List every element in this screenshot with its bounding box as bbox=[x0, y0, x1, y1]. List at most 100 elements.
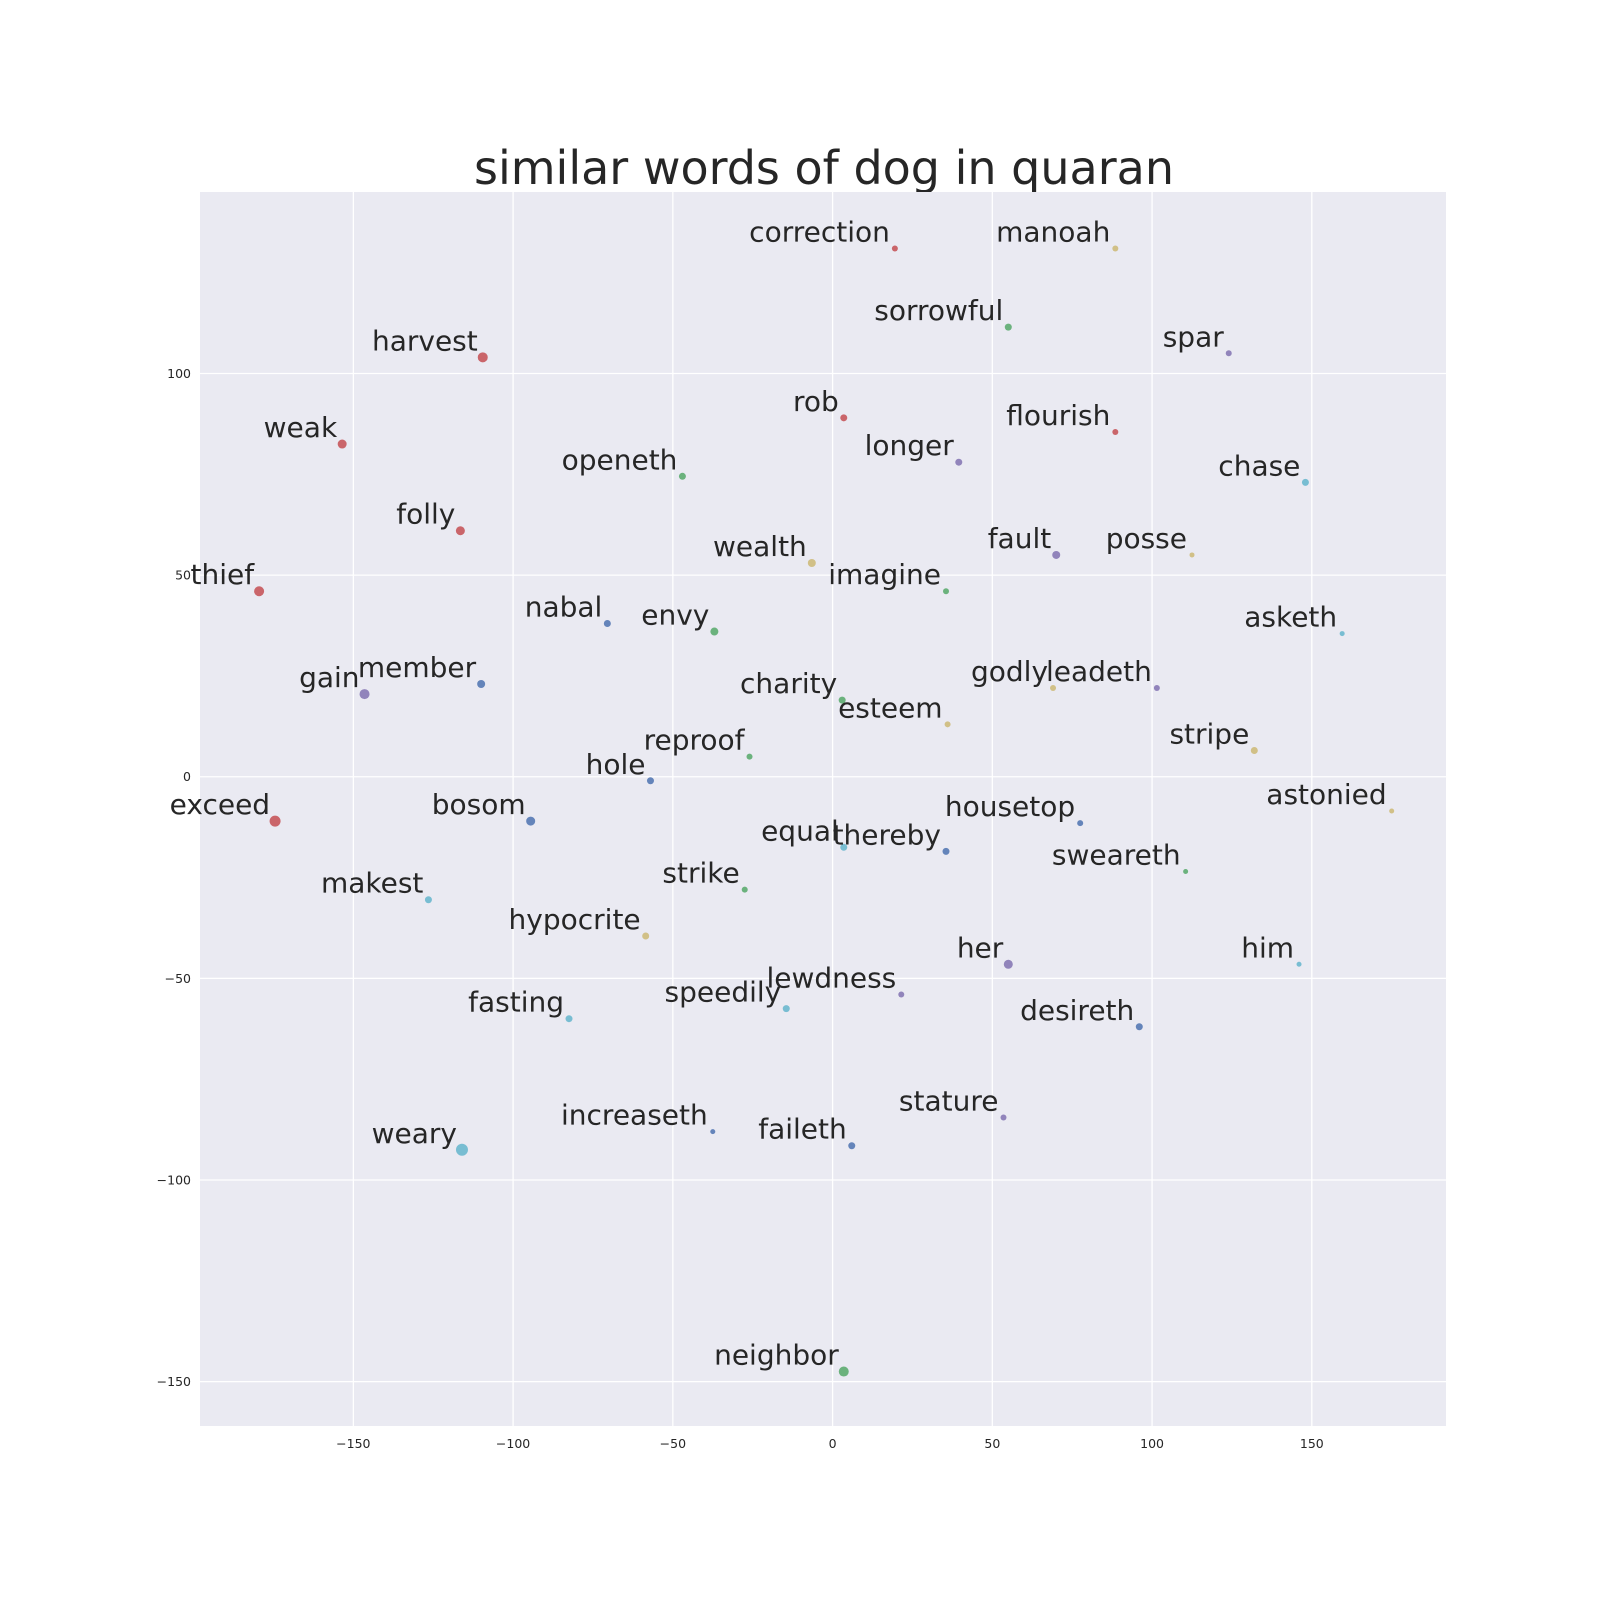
data-point bbox=[1296, 961, 1302, 967]
data-point bbox=[1339, 631, 1345, 637]
y-tick-label: 0 bbox=[183, 769, 191, 784]
data-point bbox=[477, 352, 488, 363]
data-point bbox=[1050, 685, 1057, 692]
y-tick-label: −50 bbox=[165, 971, 191, 986]
data-point bbox=[1112, 428, 1119, 435]
x-tick-label: 100 bbox=[1140, 1436, 1164, 1451]
data-point bbox=[359, 689, 370, 700]
data-point bbox=[1250, 747, 1258, 755]
grid-lines bbox=[200, 192, 1446, 1426]
data-point bbox=[269, 815, 281, 827]
point-label: chase bbox=[1218, 449, 1300, 482]
point-label: rob bbox=[793, 385, 839, 418]
point-label: member bbox=[358, 651, 477, 684]
data-point bbox=[838, 1366, 849, 1377]
y-tick-label: −100 bbox=[157, 1173, 191, 1188]
point-label: asketh bbox=[1244, 601, 1337, 634]
data-point bbox=[424, 896, 432, 904]
point-label: godly bbox=[971, 655, 1048, 688]
data-point bbox=[898, 991, 905, 998]
point-label: speedily bbox=[665, 976, 782, 1009]
point-label: posse bbox=[1106, 522, 1187, 555]
data-point bbox=[1301, 478, 1309, 486]
point-label: openeth bbox=[562, 443, 678, 476]
data-point bbox=[477, 679, 486, 688]
data-point bbox=[807, 559, 816, 568]
point-label: her bbox=[957, 931, 1004, 964]
x-axis-ticks: −150 −100 −50 0 50 100 150 bbox=[336, 1436, 1324, 1451]
x-tick-label: 150 bbox=[1300, 1436, 1324, 1451]
data-point bbox=[455, 526, 465, 536]
chart-title: similar words of dog in quaran bbox=[474, 141, 1174, 195]
data-point bbox=[1052, 550, 1061, 559]
data-point bbox=[1112, 245, 1119, 252]
point-label: folly bbox=[396, 498, 455, 531]
data-point bbox=[1000, 1114, 1007, 1121]
data-point bbox=[1153, 685, 1160, 692]
point-label: thereby bbox=[833, 818, 941, 851]
y-tick-label: 50 bbox=[175, 568, 191, 583]
y-tick-label: 100 bbox=[167, 366, 191, 381]
point-label: desireth bbox=[1020, 994, 1134, 1027]
point-label: housetop bbox=[945, 790, 1075, 823]
data-point bbox=[848, 1142, 856, 1150]
point-label: leadeth bbox=[1046, 655, 1152, 688]
x-tick-label: 50 bbox=[984, 1436, 1000, 1451]
point-label: strike bbox=[662, 857, 739, 890]
data-point bbox=[741, 886, 748, 893]
data-point bbox=[642, 932, 650, 940]
data-point bbox=[565, 1015, 573, 1023]
x-tick-label: −100 bbox=[496, 1436, 530, 1451]
data-point bbox=[955, 458, 963, 466]
data-point bbox=[603, 619, 611, 627]
plot-area bbox=[200, 192, 1446, 1426]
point-label: imagine bbox=[828, 558, 941, 591]
point-label: gain bbox=[299, 661, 359, 694]
point-label: stripe bbox=[1169, 718, 1249, 751]
data-point bbox=[710, 1129, 716, 1135]
point-label: thief bbox=[191, 558, 256, 591]
point-label: esteem bbox=[838, 691, 943, 724]
point-label: longer bbox=[865, 429, 955, 462]
data-point bbox=[1003, 959, 1013, 969]
point-label: weary bbox=[372, 1117, 457, 1150]
data-point bbox=[942, 847, 950, 855]
data-point bbox=[526, 816, 536, 826]
point-label: exceed bbox=[170, 788, 270, 821]
point-label: stature bbox=[899, 1085, 999, 1118]
data-point bbox=[455, 1143, 468, 1156]
x-tick-label: −50 bbox=[660, 1436, 686, 1451]
data-point bbox=[746, 753, 753, 760]
y-axis-ticks: 100 50 0 −50 −100 −150 bbox=[157, 366, 191, 1389]
word-labels: correction manoah sorrowful spar harvest rob f… bbox=[170, 215, 1387, 1371]
point-label: flourish bbox=[1006, 399, 1110, 432]
point-label: increaseth bbox=[561, 1099, 708, 1132]
data-point bbox=[1225, 350, 1232, 357]
point-label: fasting bbox=[468, 986, 564, 1019]
data-point bbox=[1077, 820, 1084, 827]
data-point bbox=[254, 586, 265, 597]
point-label: harvest bbox=[372, 324, 478, 357]
y-tick-label: −150 bbox=[157, 1374, 191, 1389]
point-label: charity bbox=[740, 667, 837, 700]
point-label: weak bbox=[264, 411, 338, 444]
data-point bbox=[840, 843, 848, 851]
data-points bbox=[254, 245, 1395, 1377]
point-label: sorrowful bbox=[874, 294, 1003, 327]
point-label: nabal bbox=[525, 590, 603, 623]
point-label: reproof bbox=[644, 724, 746, 757]
data-point bbox=[1183, 869, 1189, 875]
point-label: correction bbox=[749, 215, 890, 248]
point-label: faileth bbox=[758, 1113, 847, 1146]
point-label: envy bbox=[641, 599, 709, 632]
point-label: spar bbox=[1163, 320, 1225, 353]
data-point bbox=[710, 627, 719, 636]
point-label: neighbor bbox=[714, 1339, 839, 1372]
data-point bbox=[943, 588, 950, 595]
point-label: equal bbox=[761, 814, 839, 847]
data-point bbox=[337, 439, 347, 449]
data-point bbox=[1189, 552, 1195, 558]
x-tick-label: 0 bbox=[829, 1436, 837, 1451]
point-label: fault bbox=[988, 522, 1052, 555]
